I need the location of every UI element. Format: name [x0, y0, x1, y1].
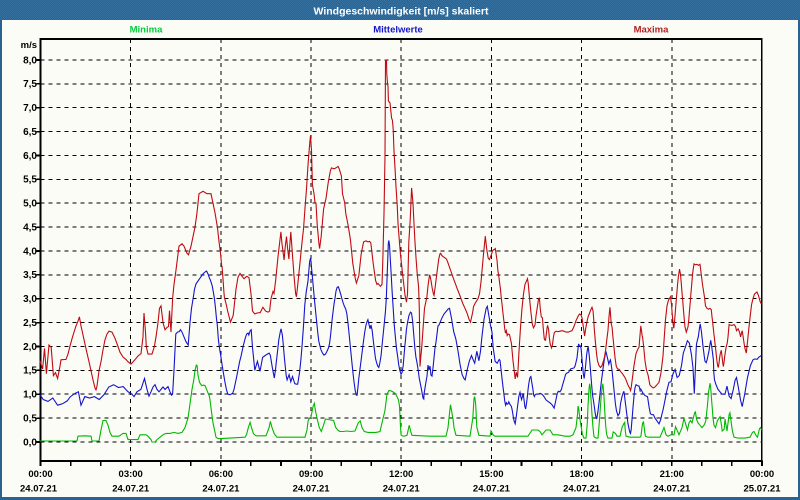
svg-text:24.07.21: 24.07.21: [473, 484, 511, 495]
svg-text:2,0: 2,0: [23, 342, 37, 353]
svg-text:8,0: 8,0: [23, 55, 37, 66]
svg-text:24.07.21: 24.07.21: [383, 484, 421, 495]
svg-text:6,5: 6,5: [23, 127, 37, 138]
svg-text:7,5: 7,5: [23, 79, 37, 90]
svg-text:24.07.21: 24.07.21: [202, 484, 240, 495]
svg-text:12:00: 12:00: [389, 469, 413, 480]
svg-text:21:00: 21:00: [660, 469, 684, 480]
svg-text:Maxima: Maxima: [634, 25, 670, 36]
svg-text:4,5: 4,5: [23, 223, 37, 234]
svg-text:24.07.21: 24.07.21: [293, 484, 331, 495]
svg-text:3,5: 3,5: [23, 270, 37, 281]
svg-text:09:00: 09:00: [299, 469, 323, 480]
svg-text:5,0: 5,0: [23, 199, 37, 210]
svg-text:1,0: 1,0: [23, 390, 37, 401]
svg-text:5,5: 5,5: [23, 175, 37, 186]
svg-text:0,5: 0,5: [23, 414, 37, 425]
svg-text:0,0: 0,0: [23, 437, 37, 448]
svg-text:00:00: 00:00: [28, 469, 52, 480]
svg-text:18:00: 18:00: [569, 469, 593, 480]
svg-text:m/s: m/s: [21, 40, 37, 51]
svg-text:7,0: 7,0: [23, 103, 37, 114]
svg-text:24.07.21: 24.07.21: [112, 484, 150, 495]
svg-text:3,0: 3,0: [23, 294, 37, 305]
svg-text:15:00: 15:00: [479, 469, 503, 480]
svg-text:Windgeschwindigkeit [m/s] skal: Windgeschwindigkeit [m/s] skaliert: [314, 6, 489, 18]
svg-text:6,0: 6,0: [23, 151, 37, 162]
svg-text:Minima: Minima: [130, 25, 163, 36]
svg-text:24.07.21: 24.07.21: [563, 484, 601, 495]
svg-text:25.07.21: 25.07.21: [744, 484, 782, 495]
svg-text:06:00: 06:00: [209, 469, 233, 480]
svg-text:03:00: 03:00: [119, 469, 143, 480]
svg-text:2,5: 2,5: [23, 318, 37, 329]
svg-text:4,0: 4,0: [23, 246, 37, 257]
svg-text:24.07.21: 24.07.21: [20, 484, 58, 495]
svg-text:1,5: 1,5: [23, 366, 37, 377]
svg-text:Mittelwerte: Mittelwerte: [373, 25, 423, 36]
svg-text:24.07.21: 24.07.21: [653, 484, 691, 495]
svg-text:00:00: 00:00: [750, 469, 774, 480]
